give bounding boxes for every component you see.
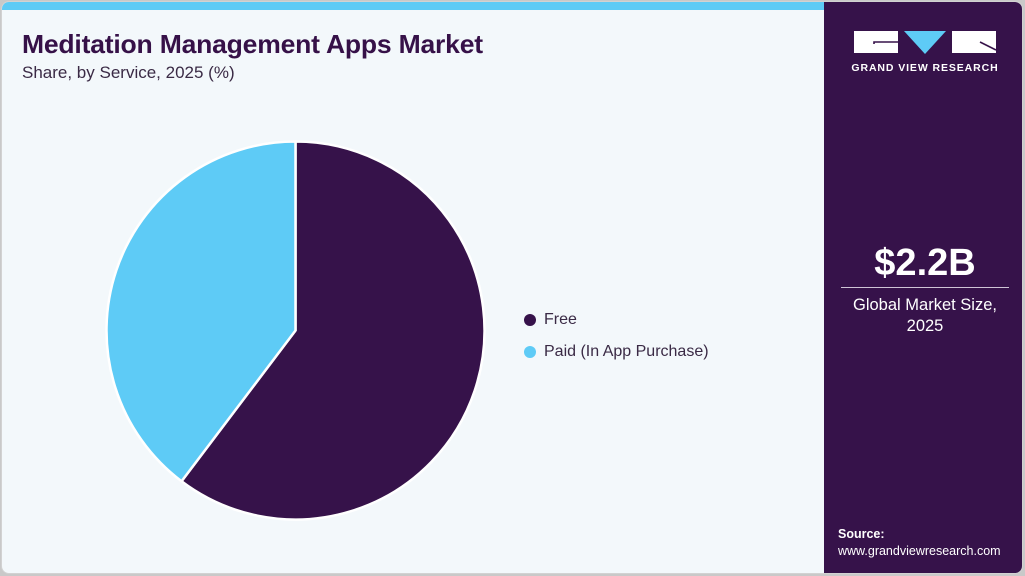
legend-item-paid[interactable]: Paid (In App Purchase) (524, 336, 709, 368)
legend-label: Paid (In App Purchase) (544, 343, 709, 360)
market-size-label-line1: Global Market Size, (853, 296, 997, 314)
source-link[interactable]: www.grandviewresearch.com (838, 544, 1001, 558)
chart-subtitle: Share, by Service, 2025 (%) (22, 63, 235, 82)
market-size-label: Global Market Size, 2025 (824, 295, 1022, 337)
legend-dot-icon (524, 314, 536, 326)
market-size-label-line2: 2025 (906, 317, 944, 335)
market-size-value: $2.2B (874, 242, 976, 284)
pie-slice-free[interactable] (180, 140, 486, 521)
info-sidebar: GRAND VIEW RESEARCH $2.2B Global Market … (824, 2, 1022, 573)
legend-item-free[interactable]: Free (524, 304, 709, 336)
source-label: Source: (838, 527, 885, 541)
pie-slice-paid[interactable] (105, 140, 297, 483)
legend-dot-icon (524, 346, 536, 358)
logo-text: GRAND VIEW RESEARCH (851, 62, 999, 74)
chart-legend: Free Paid (In App Purchase) (524, 304, 709, 368)
divider (841, 287, 1009, 288)
legend-label: Free (544, 311, 577, 328)
grand-view-research-logo-icon (854, 31, 997, 54)
pie-chart (105, 140, 486, 521)
accent-bar (2, 2, 824, 10)
chart-title: Meditation Management Apps Market (22, 29, 483, 59)
